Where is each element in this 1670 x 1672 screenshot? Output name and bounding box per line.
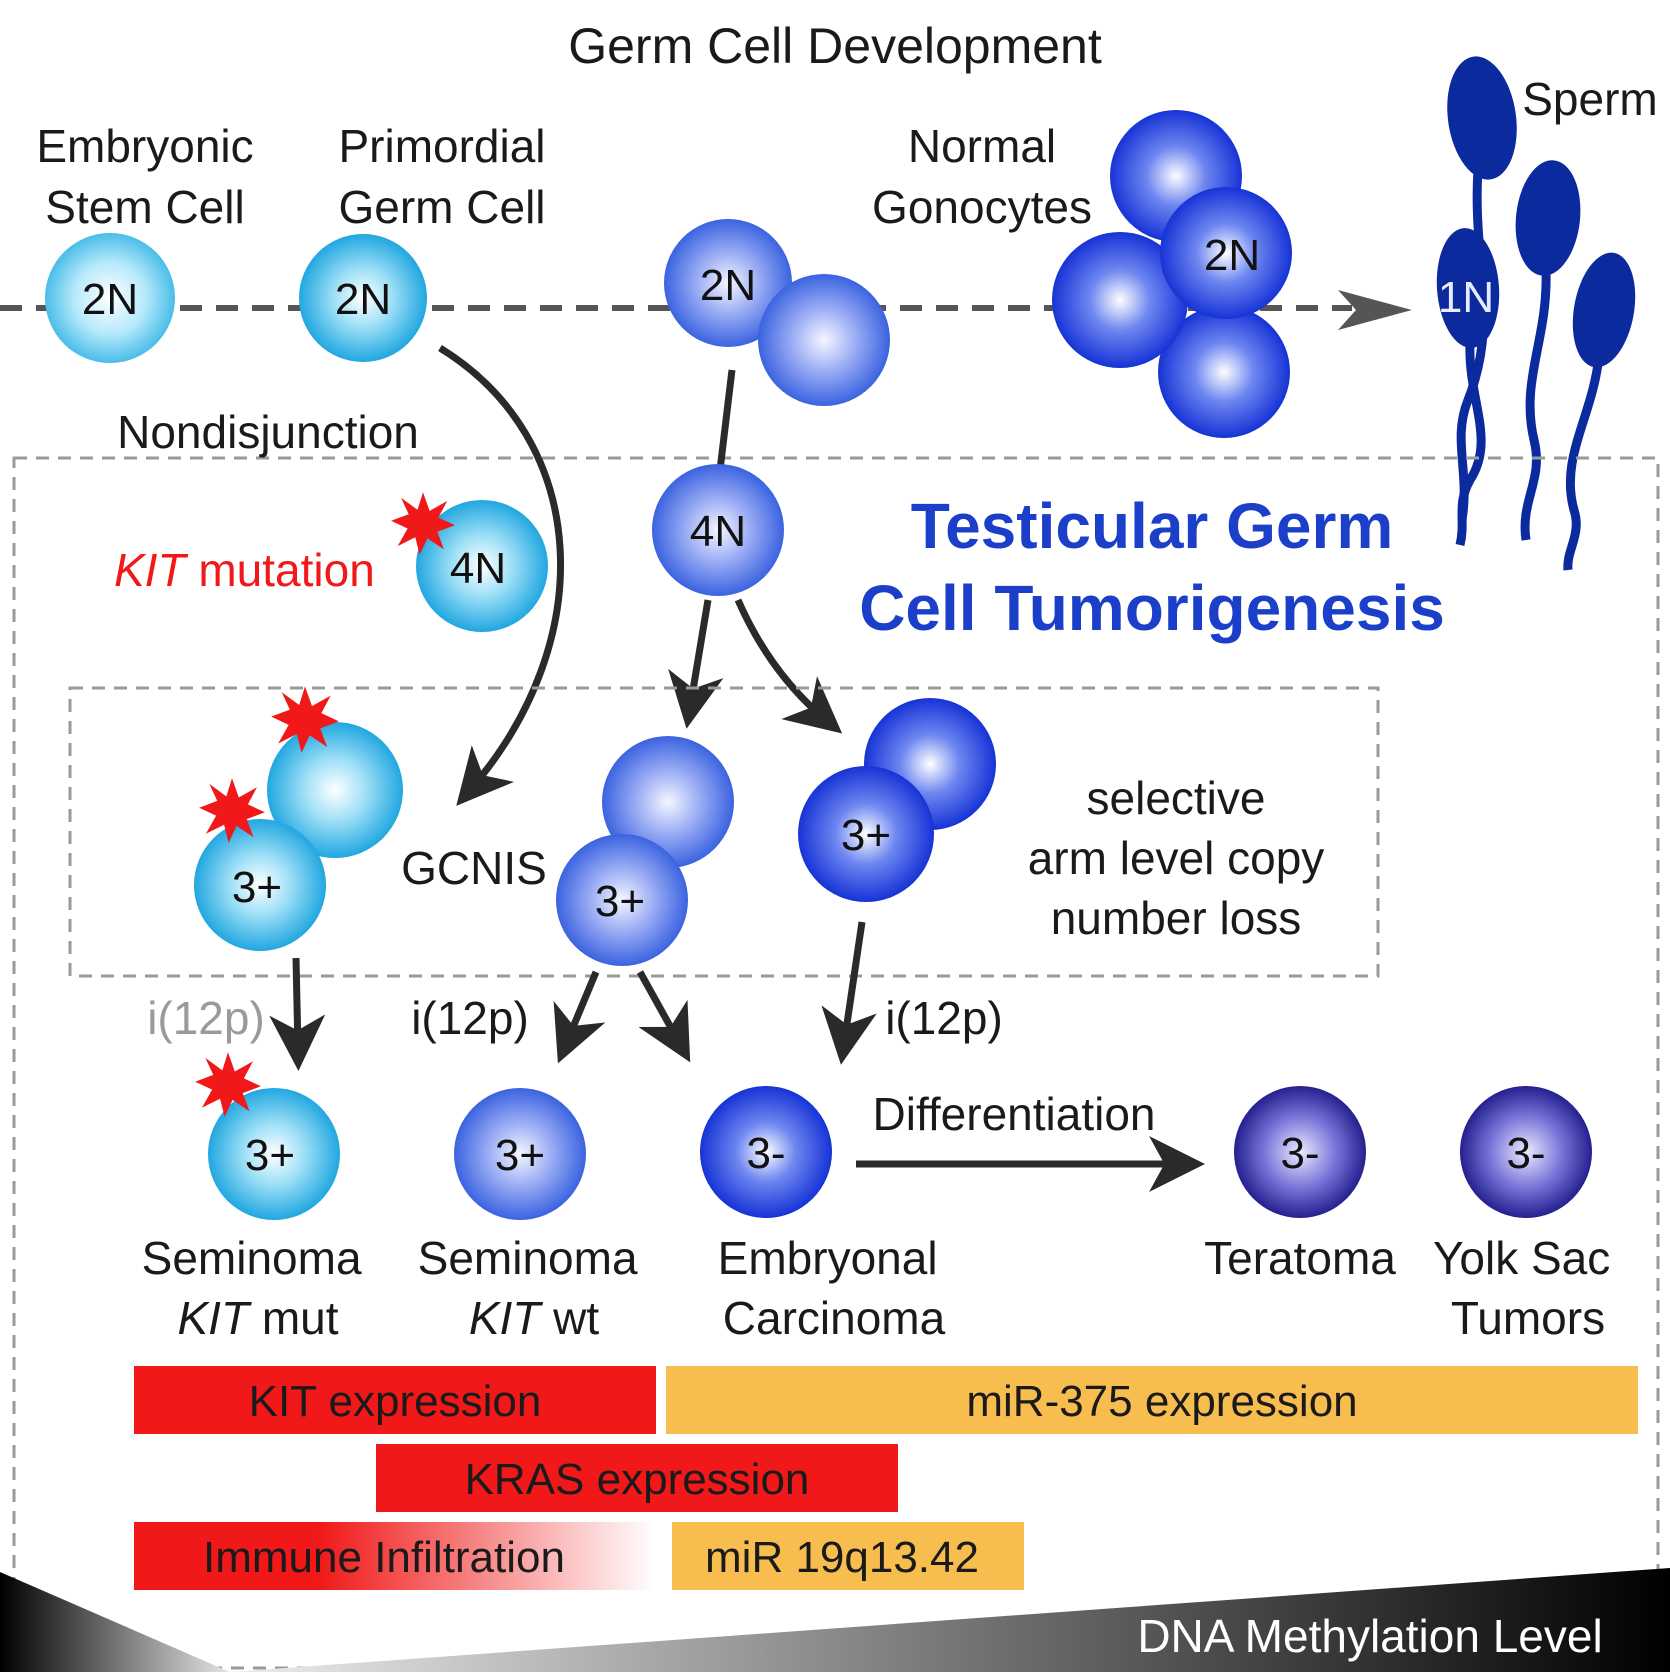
i12p-left-label: i(12p) — [147, 992, 265, 1044]
tetraploid-kit-cell: 4N — [391, 492, 548, 632]
primordial-germ-cell-ploidy: 2N — [335, 275, 391, 324]
4n-to-embryonal-arrow — [734, 598, 843, 734]
gcnis-left-to-seminoma-arrow — [269, 957, 326, 1071]
tumor-seminoma-kit-mut-ploidy: 3+ — [245, 1131, 295, 1180]
normal-gonocytes-label: Normal Gonocytes — [872, 120, 1092, 233]
tumor-seminoma-kit-wt-label: Seminoma KIT wt — [418, 1232, 651, 1344]
kit-expression-label: KIT expression — [249, 1377, 542, 1426]
gonocyte-pair-ploidy: 2N — [700, 261, 756, 310]
tumor-teratoma-label: Teratoma — [1204, 1232, 1396, 1284]
mir375-expression-bar: miR-375 expression — [666, 1366, 1638, 1434]
immune-infiltration-bar: Immune Infiltration — [134, 1522, 656, 1590]
mir-19q-label: miR 19q13.42 — [705, 1533, 979, 1582]
gcnis-region — [68, 686, 1380, 978]
4n-to-gcnis-arrow — [668, 599, 724, 729]
tumor-teratoma: 3- Teratoma — [1204, 1086, 1396, 1284]
normal-gonocytes-cluster: 2N — [1052, 110, 1292, 438]
embryonic-stem-cell: 2N — [45, 233, 175, 363]
methylation-label: DNA Methylation Level — [1137, 1610, 1602, 1662]
kit-mutation-text: mutation — [186, 544, 375, 596]
tumor-teratoma-ploidy: 3- — [1280, 1129, 1319, 1178]
gonocyte-pair: 2N — [664, 219, 890, 406]
sperm-ploidy: 1N — [1438, 273, 1494, 322]
sperm-cluster: 1N — [1436, 56, 1636, 571]
immune-infiltration-label: Immune Infiltration — [203, 1533, 565, 1582]
differentiation-label: Differentiation — [873, 1088, 1156, 1140]
mir-19q-bar: miR 19q13.42 — [672, 1522, 1024, 1590]
kit-mutation-label: KIT mutation — [114, 544, 375, 596]
tumor-yolk-sac-ploidy: 3- — [1506, 1129, 1545, 1178]
i12p-right-label: i(12p) — [885, 992, 1003, 1044]
tumor-seminoma-kit-mut-label: Seminoma KIT mut — [142, 1232, 375, 1344]
gcnis-center-cells: 3+ — [556, 736, 734, 966]
gcnis-left-ploidy: 3+ — [232, 863, 282, 912]
sperm-label: Sperm — [1522, 73, 1657, 125]
gcnis-label: GCNIS — [401, 842, 547, 894]
nondisjunction-label: Nondisjunction — [117, 406, 419, 458]
normal-gonocytes-ploidy: 2N — [1204, 231, 1260, 280]
kras-expression-bar: KRAS expression — [376, 1444, 898, 1512]
methylation-wedge-right — [230, 1568, 1670, 1672]
primordial-germ-cell: 2N — [299, 234, 427, 362]
tumor-seminoma-kit-wt: 3+ Seminoma KIT wt — [418, 1088, 651, 1344]
development-axis-arrowhead — [1338, 290, 1412, 330]
kit-mutation-gene: KIT — [114, 544, 188, 596]
tumor-embryonal-carcinoma-label: Embryonal Carcinoma — [718, 1232, 951, 1344]
tumor-embryonal-carcinoma: 3- Embryonal Carcinoma — [700, 1086, 951, 1344]
gcnis-center-to-embryonal-arrow — [636, 970, 691, 1063]
primordial-germ-cell-label: Primordial Germ Cell — [338, 120, 545, 233]
tetraploid-kit-ploidy: 4N — [450, 544, 506, 593]
embryonic-stem-cell-label: Embryonic Stem Cell — [36, 120, 253, 233]
selective-loss-label: selective arm level copy number loss — [1028, 772, 1325, 944]
tetraploid-center-cell: 4N — [652, 464, 784, 596]
pgc-to-gcnis-arrow — [438, 345, 565, 806]
embryonic-stem-cell-ploidy: 2N — [82, 275, 138, 324]
methylation-wedge-left — [0, 1572, 230, 1672]
gcnis-left-cells: 3+ — [194, 686, 403, 951]
tumorigenesis-title: Testicular Germ Cell Tumorigenesis — [859, 490, 1445, 644]
gcnis-right-cells: 3+ — [798, 698, 996, 902]
gcnis-center-to-seminoma-arrow — [553, 970, 606, 1064]
gcnis-right-ploidy: 3+ — [841, 811, 891, 860]
tumor-yolk-sac: 3- Yolk Sac Tumors — [1433, 1086, 1623, 1344]
diagram-title: Germ Cell Development — [568, 18, 1102, 74]
kit-expression-bar: KIT expression — [134, 1366, 656, 1434]
tetraploid-center-ploidy: 4N — [690, 507, 746, 556]
gcnis-center-ploidy: 3+ — [595, 877, 645, 926]
tumor-yolk-sac-label: Yolk Sac Tumors — [1433, 1232, 1623, 1344]
i12p-center-label: i(12p) — [411, 992, 529, 1044]
kras-expression-label: KRAS expression — [465, 1455, 810, 1504]
gonocyte-to-4n-arrow — [716, 369, 736, 471]
tumor-embryonal-carcinoma-ploidy: 3- — [746, 1129, 785, 1178]
gcnis-right-to-embryonal-arrow — [821, 921, 877, 1065]
tumor-seminoma-kit-mut: 3+ Seminoma KIT mut — [142, 1052, 375, 1344]
tumor-seminoma-kit-wt-ploidy: 3+ — [495, 1131, 545, 1180]
mir375-expression-label: miR-375 expression — [966, 1377, 1357, 1426]
